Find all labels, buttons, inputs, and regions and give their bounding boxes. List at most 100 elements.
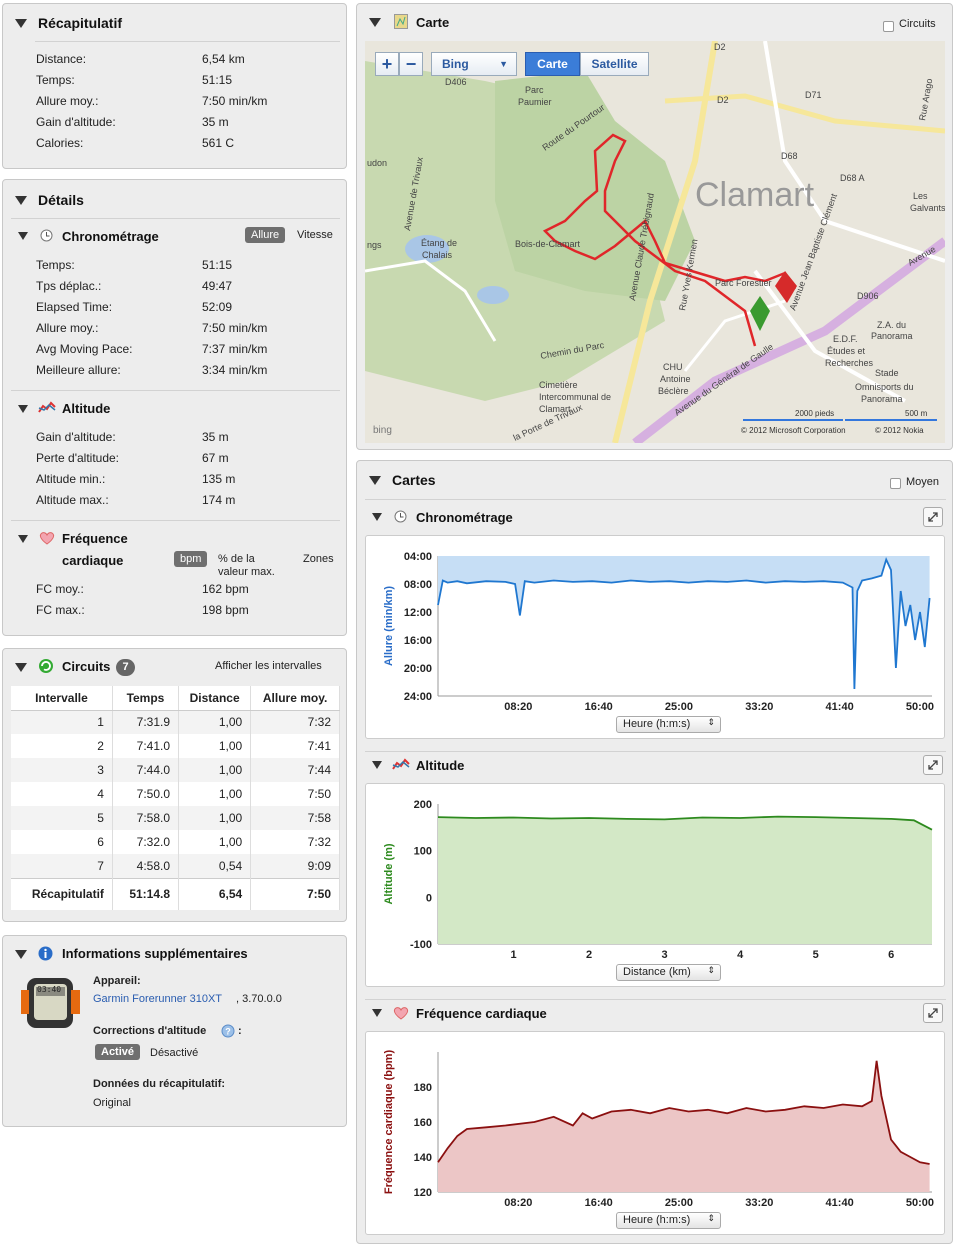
device-link[interactable]: Garmin Forerunner 310XT — [93, 993, 222, 1005]
map-label: Étang de — [421, 238, 457, 248]
correction-active-button[interactable]: Activé — [95, 1044, 141, 1060]
map-label: Parc Forestier — [715, 278, 772, 288]
altitude-axis-select-label: Distance (km) — [623, 966, 691, 978]
table-cell: 4:58.0 — [112, 854, 180, 878]
hr-axis-select[interactable]: Heure (h:m:s) ⇕ — [616, 1212, 721, 1229]
circuits-checkbox-label[interactable]: Circuits — [899, 18, 936, 30]
device-version: , 3.70.0.0 — [236, 993, 282, 1005]
x-tick-label: 41:40 — [826, 1197, 854, 1209]
table-cell: 7:41 — [250, 734, 340, 758]
table-row: 7 4:58.0 0,54 9:09 — [11, 854, 340, 878]
collapse-triangle-icon[interactable] — [369, 18, 381, 27]
column-header[interactable]: Temps — [112, 686, 180, 711]
zoom-out-button[interactable]: − — [399, 52, 423, 76]
column-header[interactable]: Intervalle — [11, 686, 113, 711]
map-label: D406 — [445, 77, 467, 87]
x-tick-label: 2 — [586, 949, 592, 961]
table-cell: 4 — [11, 782, 113, 806]
charts-panel: Cartes Moyen Chronométrage 04:00 08:00 12:… — [356, 460, 953, 1244]
y-tick-label: 160 — [414, 1117, 432, 1129]
x-tick-label: 08:20 — [504, 1197, 532, 1209]
correction-inactive-button[interactable]: Désactivé — [150, 1047, 199, 1059]
zoom-in-button[interactable]: + — [375, 52, 399, 76]
collapse-triangle-icon[interactable] — [372, 761, 382, 769]
map-label: udon — [367, 158, 387, 168]
x-tick-label: 4 — [737, 949, 744, 961]
x-tick-label: 50:00 — [906, 1197, 934, 1209]
map-label: Intercommunal de — [539, 392, 611, 402]
laps-count-badge: 7 — [116, 659, 135, 676]
y-tick-label: 12:00 — [404, 607, 432, 619]
expand-icon[interactable] — [923, 755, 943, 775]
finish-marker-icon[interactable] — [775, 271, 797, 303]
stat-value: 52:09 — [202, 300, 233, 314]
column-header[interactable]: Allure moy. — [250, 686, 340, 711]
collapse-triangle-icon[interactable] — [18, 405, 28, 413]
column-header[interactable]: Distance — [178, 686, 252, 711]
pct-max-toggle-line2[interactable]: valeur max. — [218, 566, 275, 578]
map-label: D71 — [805, 90, 822, 100]
collapse-triangle-icon[interactable] — [15, 19, 27, 28]
stat-value: 3:34 min/km — [202, 363, 268, 377]
map-label: Antoine — [660, 374, 691, 384]
bpm-toggle[interactable]: bpm — [174, 551, 208, 567]
collapse-triangle-icon[interactable] — [15, 950, 27, 959]
table-cell: 1,00 — [178, 734, 252, 758]
collapse-triangle-icon[interactable] — [15, 196, 27, 205]
stat-label: Tps déplac.: — [36, 279, 102, 293]
map-provider-select[interactable]: Bing ▼ — [431, 52, 517, 76]
map-label: D2 — [717, 95, 729, 105]
average-checkbox-label[interactable]: Moyen — [906, 476, 940, 488]
collapse-triangle-icon[interactable] — [15, 663, 27, 672]
hr-chart[interactable]: 180 160 140 120 08:20 16:40 25:00 33:20 41:40 50:… — [366, 1032, 946, 1236]
table-cell: 1,00 — [178, 710, 252, 734]
pace-axis-select[interactable]: Heure (h:m:s) ⇕ — [616, 716, 721, 733]
map-label: Galvants — [910, 203, 945, 213]
y-axis-label: Allure (min/km) — [383, 586, 395, 666]
table-cell: 1 — [11, 710, 113, 734]
altitude-axis-select[interactable]: Distance (km) ⇕ — [616, 964, 721, 981]
pct-max-toggle-line1[interactable]: % de la — [218, 553, 255, 565]
collapse-triangle-icon[interactable] — [18, 232, 28, 240]
map-label: Panorama — [861, 394, 903, 404]
collapse-triangle-icon[interactable] — [372, 1009, 382, 1017]
series-line — [437, 556, 931, 690]
altitude-chart-box: 200 100 0 -100 1 2 3 4 5 6 Altitude (m) Distance (… — [365, 783, 945, 987]
stat-value: 51:15 — [202, 73, 233, 87]
map-view-button[interactable]: Carte — [525, 52, 580, 76]
collapse-triangle-icon[interactable] — [18, 535, 28, 543]
divider — [11, 390, 340, 391]
satellite-view-button[interactable]: Satellite — [580, 52, 649, 76]
circuits-checkbox[interactable] — [883, 21, 894, 32]
collapse-triangle-icon[interactable] — [372, 513, 382, 521]
expand-icon[interactable] — [923, 507, 943, 527]
altitude-chart[interactable]: 200 100 0 -100 1 2 3 4 5 6 Altitude (m) — [366, 784, 946, 988]
table-cell: 1,00 — [178, 806, 252, 830]
series-area — [438, 1060, 930, 1192]
altitude-icon — [392, 758, 410, 770]
zones-toggle[interactable]: Zones — [303, 553, 334, 565]
stat-value: 35 m — [202, 115, 229, 129]
street — [365, 259, 497, 342]
map-copyright: © 2012 Microsoft Corporation — [741, 426, 846, 435]
average-checkbox[interactable] — [890, 478, 901, 489]
x-tick-label: 33:20 — [745, 1197, 773, 1209]
stat-label: FC moy.: — [36, 582, 84, 596]
speed-toggle[interactable]: Vitesse — [297, 229, 333, 241]
pace-toggle[interactable]: Allure — [245, 227, 286, 243]
stat-label: Allure moy.: — [36, 321, 99, 335]
table-cell: 7:50.0 — [112, 782, 180, 806]
expand-icon[interactable] — [923, 1003, 943, 1023]
show-intervals-link[interactable]: Afficher les intervalles — [215, 660, 322, 672]
help-icon[interactable]: ? — [221, 1024, 235, 1038]
laps-table: Intervalle Temps Distance Allure moy. 1 7:31.… — [11, 686, 340, 910]
divider — [365, 499, 946, 500]
map-label: Clamart — [695, 176, 815, 214]
altitude-title: Altitude — [62, 401, 111, 416]
start-marker-icon[interactable] — [750, 296, 770, 331]
x-tick-label: 6 — [888, 949, 894, 961]
collapse-triangle-icon[interactable] — [369, 476, 381, 485]
pace-chart[interactable]: 04:00 08:00 12:00 16:00 20:00 24:00 08:20 16:40… — [366, 536, 946, 740]
table-cell: 6 — [11, 830, 113, 854]
